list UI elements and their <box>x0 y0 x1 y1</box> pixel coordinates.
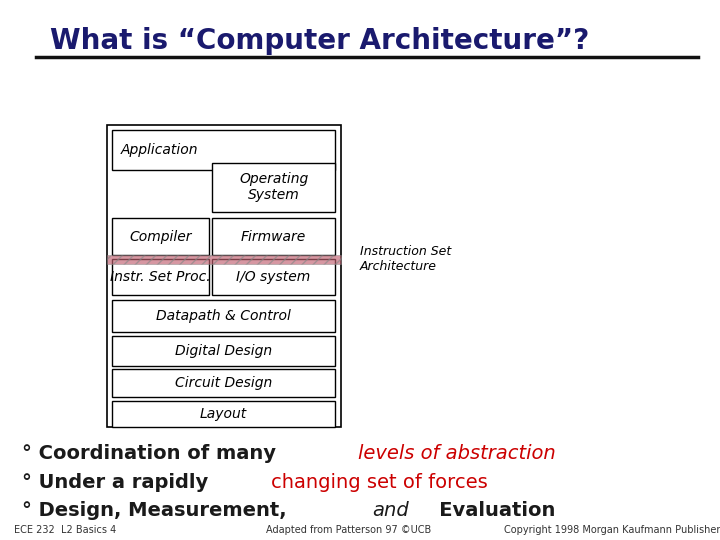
Text: Datapath & Control: Datapath & Control <box>156 309 291 323</box>
Bar <box>112 130 335 170</box>
Text: ° Under a rapidly: ° Under a rapidly <box>22 472 215 492</box>
Bar <box>112 369 335 397</box>
Text: changing set of forces: changing set of forces <box>271 472 487 492</box>
Text: levels of abstraction: levels of abstraction <box>358 444 556 463</box>
Bar <box>112 218 209 255</box>
Text: Digital Design: Digital Design <box>175 344 271 357</box>
Bar <box>112 259 209 295</box>
Text: Layout: Layout <box>199 407 247 421</box>
Text: What is “Computer Architecture”?: What is “Computer Architecture”? <box>50 27 590 55</box>
Text: ° Coordination of many: ° Coordination of many <box>22 444 282 463</box>
Text: Circuit Design: Circuit Design <box>174 376 272 390</box>
Bar <box>112 401 335 427</box>
Text: I/O system: I/O system <box>236 270 311 284</box>
Text: ECE 232  L2 Basics 4: ECE 232 L2 Basics 4 <box>14 524 117 535</box>
Bar <box>212 259 335 295</box>
Text: Adapted from Patterson 97 ©UCB: Adapted from Patterson 97 ©UCB <box>266 524 432 535</box>
Bar <box>107 125 341 427</box>
Text: Evaluation: Evaluation <box>419 501 556 520</box>
Text: Operating
System: Operating System <box>239 172 308 202</box>
Text: ° Design, Measurement,: ° Design, Measurement, <box>22 501 293 520</box>
Text: Compiler: Compiler <box>129 230 192 244</box>
Text: Firmware: Firmware <box>241 230 306 244</box>
Text: and: and <box>372 501 408 520</box>
Bar <box>107 255 341 264</box>
Bar <box>212 163 335 212</box>
Text: Application: Application <box>120 143 198 157</box>
Text: Instr. Set Proc.: Instr. Set Proc. <box>110 270 210 284</box>
Bar <box>112 300 335 332</box>
Text: Copyright 1998 Morgan Kaufmann Publishers: Copyright 1998 Morgan Kaufmann Publisher… <box>504 524 720 535</box>
Bar <box>212 218 335 255</box>
Text: Instruction Set
Architecture: Instruction Set Architecture <box>360 245 451 273</box>
Bar <box>112 336 335 366</box>
